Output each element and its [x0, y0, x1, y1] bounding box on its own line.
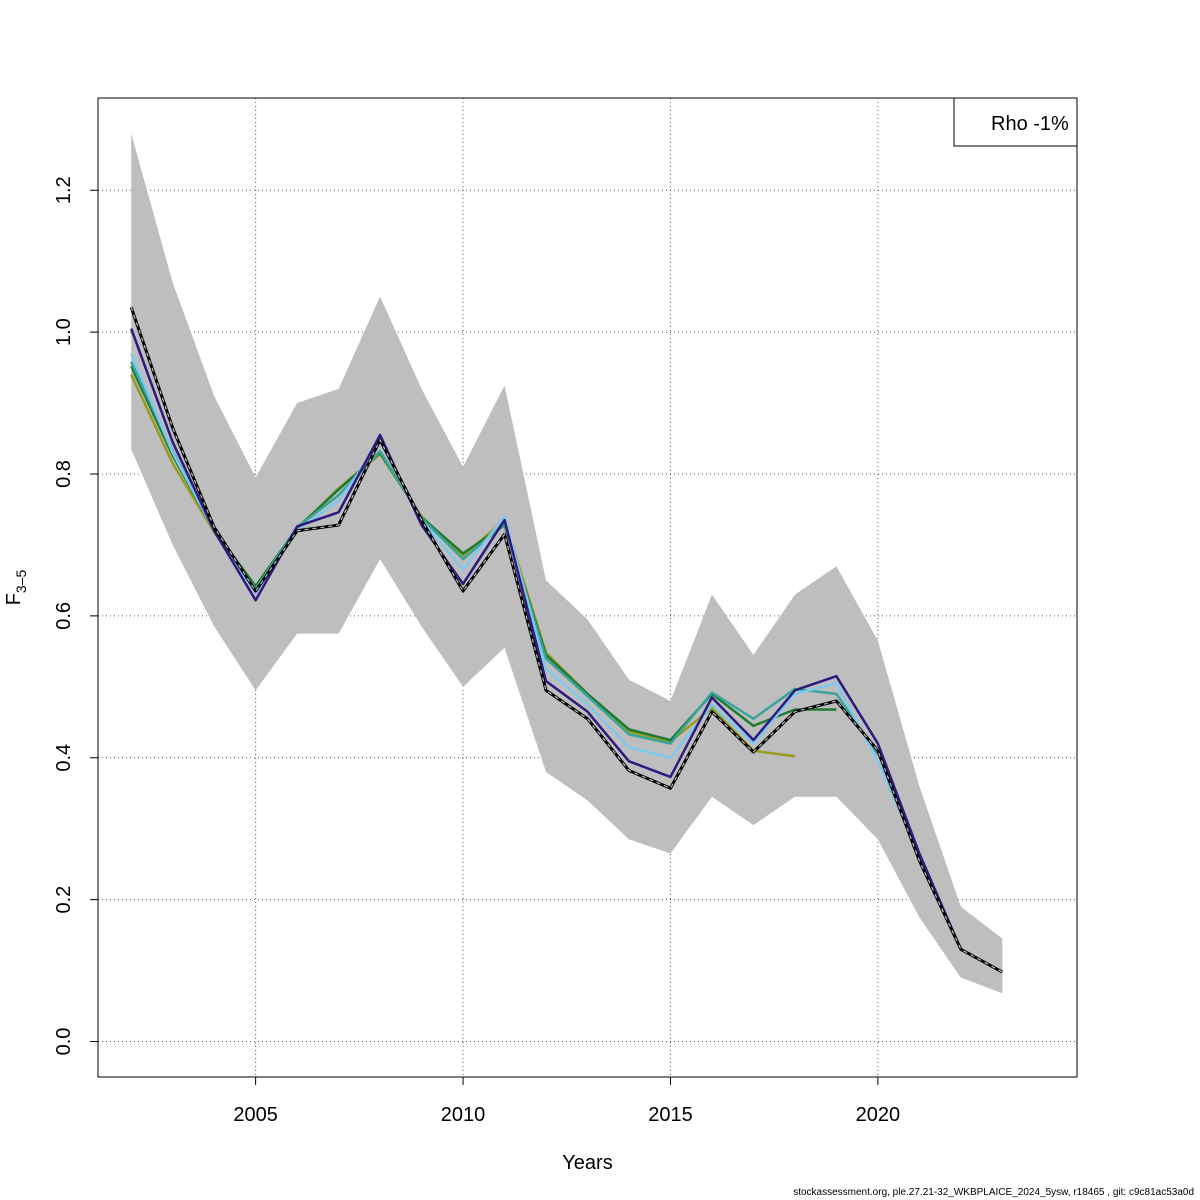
axis-ticks: 2005 2010 2015 2020 0.0 0.2 0.4 0.6 0.8 1.0 1.2 — [53, 176, 900, 1126]
series-layer — [129, 306, 1004, 974]
x-tick-label: 2015 — [648, 1104, 693, 1126]
y-tick-label: 0.6 — [53, 602, 75, 630]
x-tick-label: 2010 — [441, 1104, 486, 1126]
y-tick-label: 1.2 — [53, 176, 75, 204]
x-axis-title: Years — [562, 1152, 612, 1174]
plot-frame — [97, 97, 1078, 1078]
footer-source-text: stockassessment.org, ple.27.21-32_WKBPLA… — [793, 1187, 1194, 1198]
legend-box — [953, 97, 1078, 147]
y-tick-label: 0.2 — [53, 886, 75, 914]
legend-rho-text: Rho -1% — [991, 113, 1069, 135]
y-tick-label: 0.8 — [53, 460, 75, 488]
y-axis-title-main: F — [3, 593, 25, 605]
legend: Rho -1% — [953, 97, 1078, 147]
confidence-band — [131, 133, 1003, 994]
series-line-base-dash — [130, 307, 1003, 973]
x-tick-label: 2020 — [856, 1104, 901, 1126]
y-tick-label: 1.0 — [53, 318, 75, 346]
y-axis-title: F3–5 — [3, 569, 29, 605]
confidence-band-layer — [131, 133, 1003, 994]
series-line-peel-1 — [130, 328, 962, 950]
x-tick-label: 2005 — [233, 1104, 278, 1126]
y-tick-label: 0.0 — [53, 1028, 75, 1056]
y-tick-label: 0.4 — [53, 744, 75, 772]
series-line-peel-4 — [130, 365, 837, 742]
y-axis-title-subscript: 3–5 — [13, 569, 29, 593]
